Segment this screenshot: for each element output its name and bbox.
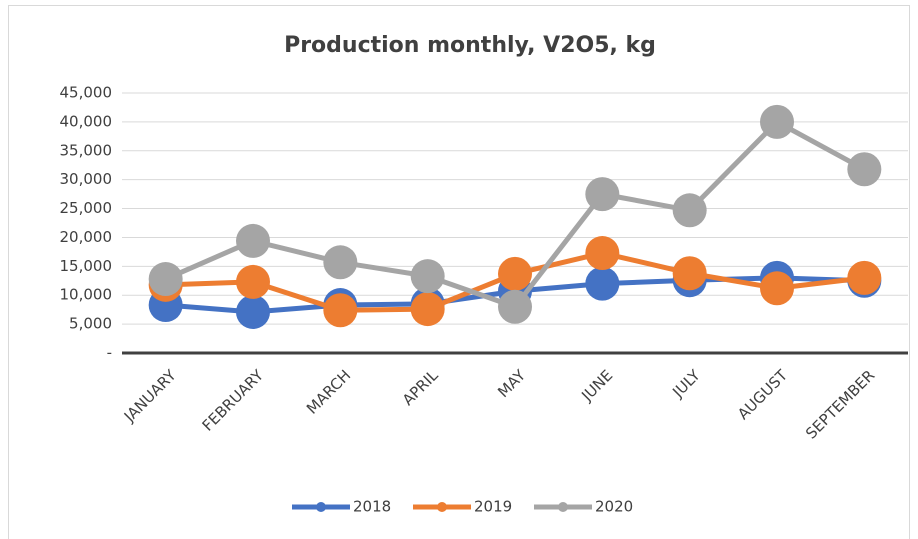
y-tick-label: 30,000 bbox=[60, 170, 113, 188]
x-tick-label: AUGUST bbox=[734, 366, 792, 424]
marker bbox=[148, 262, 183, 297]
x-tick-label: JULY bbox=[668, 366, 704, 402]
marker bbox=[672, 256, 707, 291]
y-tick-label: 25,000 bbox=[60, 199, 113, 217]
marker bbox=[323, 293, 358, 328]
marker bbox=[236, 294, 270, 329]
legend-marker bbox=[437, 502, 447, 512]
marker bbox=[498, 256, 532, 291]
legend-label: 2019 bbox=[474, 498, 512, 516]
y-tick-label: 35,000 bbox=[60, 141, 113, 159]
marker bbox=[760, 271, 794, 306]
marker bbox=[236, 264, 270, 299]
y-tick-label: 40,000 bbox=[60, 112, 113, 130]
y-tick-label: 5,000 bbox=[69, 315, 112, 333]
marker bbox=[585, 236, 620, 271]
marker bbox=[236, 223, 270, 258]
marker bbox=[760, 104, 794, 139]
legend-label: 2020 bbox=[595, 498, 633, 516]
marker bbox=[323, 245, 358, 280]
legend-marker bbox=[558, 502, 568, 512]
y-tick-label: - bbox=[107, 344, 112, 362]
marker bbox=[847, 260, 882, 295]
marker bbox=[410, 259, 445, 294]
legend-label: 2018 bbox=[353, 498, 391, 516]
y-tick-label: 10,000 bbox=[60, 286, 113, 304]
x-tick-label: FEBRUARY bbox=[199, 366, 268, 435]
y-tick-label: 20,000 bbox=[60, 228, 113, 246]
y-tick-label: 45,000 bbox=[60, 84, 113, 102]
x-tick-label: JANUARY bbox=[120, 366, 180, 426]
chart-frame bbox=[8, 5, 910, 539]
marker bbox=[410, 292, 445, 327]
x-tick-label: SEPTEMBER bbox=[802, 366, 878, 442]
marker bbox=[847, 152, 882, 187]
chart-title: Production monthly, V2O5, kg bbox=[284, 33, 656, 58]
legend-marker bbox=[316, 502, 326, 512]
marker bbox=[498, 289, 532, 324]
marker bbox=[585, 266, 620, 301]
marker bbox=[672, 193, 707, 228]
x-tick-label: MAY bbox=[494, 366, 529, 401]
x-tick-label: MARCH bbox=[303, 366, 354, 417]
y-tick-label: 15,000 bbox=[60, 257, 113, 275]
x-tick-label: JUNE bbox=[577, 366, 616, 405]
marker bbox=[585, 177, 620, 212]
x-tick-label: APRIL bbox=[399, 366, 442, 409]
